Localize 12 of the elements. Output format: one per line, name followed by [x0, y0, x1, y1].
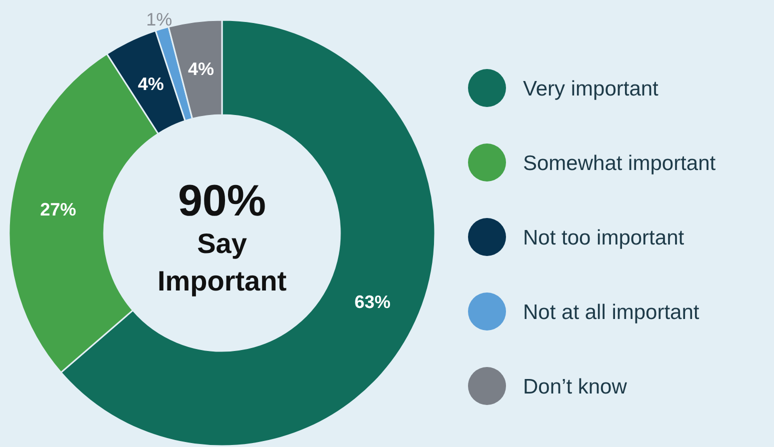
data-label: 4% [188, 59, 214, 80]
data-label: 1% [146, 9, 172, 30]
data-label: 27% [40, 200, 76, 220]
legend-label: Not too important [523, 226, 684, 250]
legend-label: Somewhat important [523, 152, 716, 175]
data-label: 4% [138, 74, 164, 94]
data-label: 63% [354, 292, 391, 312]
legend-label: Not at all important [523, 300, 700, 324]
legend-label: Don’t know [523, 375, 628, 398]
legend-label: Very important [523, 77, 659, 100]
text: Say Important [157, 228, 287, 297]
text: 90% [178, 176, 266, 226]
